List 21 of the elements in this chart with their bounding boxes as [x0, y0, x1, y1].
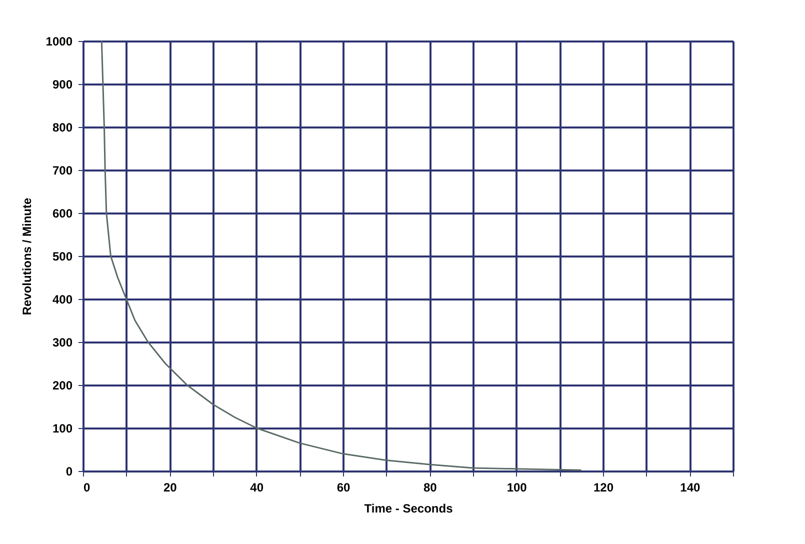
x-tick-label: 0: [84, 480, 90, 494]
x-axis-title: Time - Seconds: [364, 502, 454, 516]
y-tick-label: 400: [52, 292, 73, 306]
x-tick-label: 40: [250, 480, 264, 494]
y-axis-title: Revolutions / Minute: [20, 198, 34, 316]
y-tick-label: 200: [52, 378, 73, 392]
x-tick-label: 80: [423, 480, 438, 494]
y-tick-label: 600: [52, 206, 73, 220]
y-tick-label: 1000: [46, 34, 73, 48]
y-tick-label: 100: [52, 422, 73, 436]
y-tick-label: 900: [52, 78, 73, 92]
x-tick-label: 120: [593, 480, 614, 494]
x-tick-label: 100: [506, 480, 528, 494]
x-tick-label: 140: [680, 480, 700, 494]
y-tick-label: 500: [52, 250, 73, 264]
y-tick-label: 300: [52, 336, 73, 350]
y-tick-label: 800: [52, 120, 73, 134]
y-tick-label: 0: [66, 464, 73, 478]
x-tick-label: 60: [336, 480, 350, 494]
x-tick-label: 20: [163, 480, 178, 494]
y-tick-label: 700: [52, 164, 73, 178]
